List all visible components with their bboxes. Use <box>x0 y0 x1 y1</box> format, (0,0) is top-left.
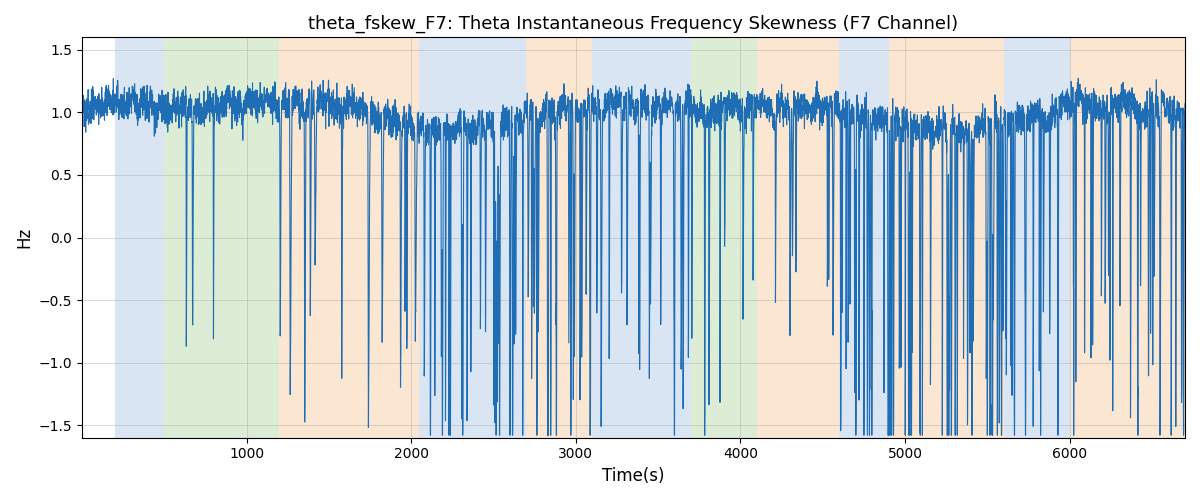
Bar <box>527 38 593 438</box>
Bar <box>889 38 1004 438</box>
Title: theta_fskew_F7: Theta Instantaneous Frequency Skewness (F7 Channel): theta_fskew_F7: Theta Instantaneous Freq… <box>308 15 959 34</box>
X-axis label: Time(s): Time(s) <box>602 467 665 485</box>
Bar <box>115 38 164 438</box>
Bar <box>593 38 691 438</box>
Bar <box>691 38 757 438</box>
Bar <box>164 38 280 438</box>
Bar <box>839 38 889 438</box>
Bar <box>1004 38 1069 438</box>
Bar <box>1069 38 1186 438</box>
Y-axis label: Hz: Hz <box>14 227 32 248</box>
Bar <box>280 38 420 438</box>
Bar <box>420 38 527 438</box>
Bar <box>757 38 839 438</box>
